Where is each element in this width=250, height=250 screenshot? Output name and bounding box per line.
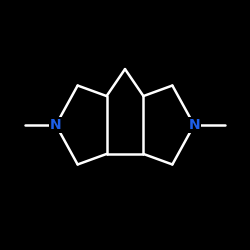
Text: N: N (188, 118, 200, 132)
Text: N: N (50, 118, 62, 132)
